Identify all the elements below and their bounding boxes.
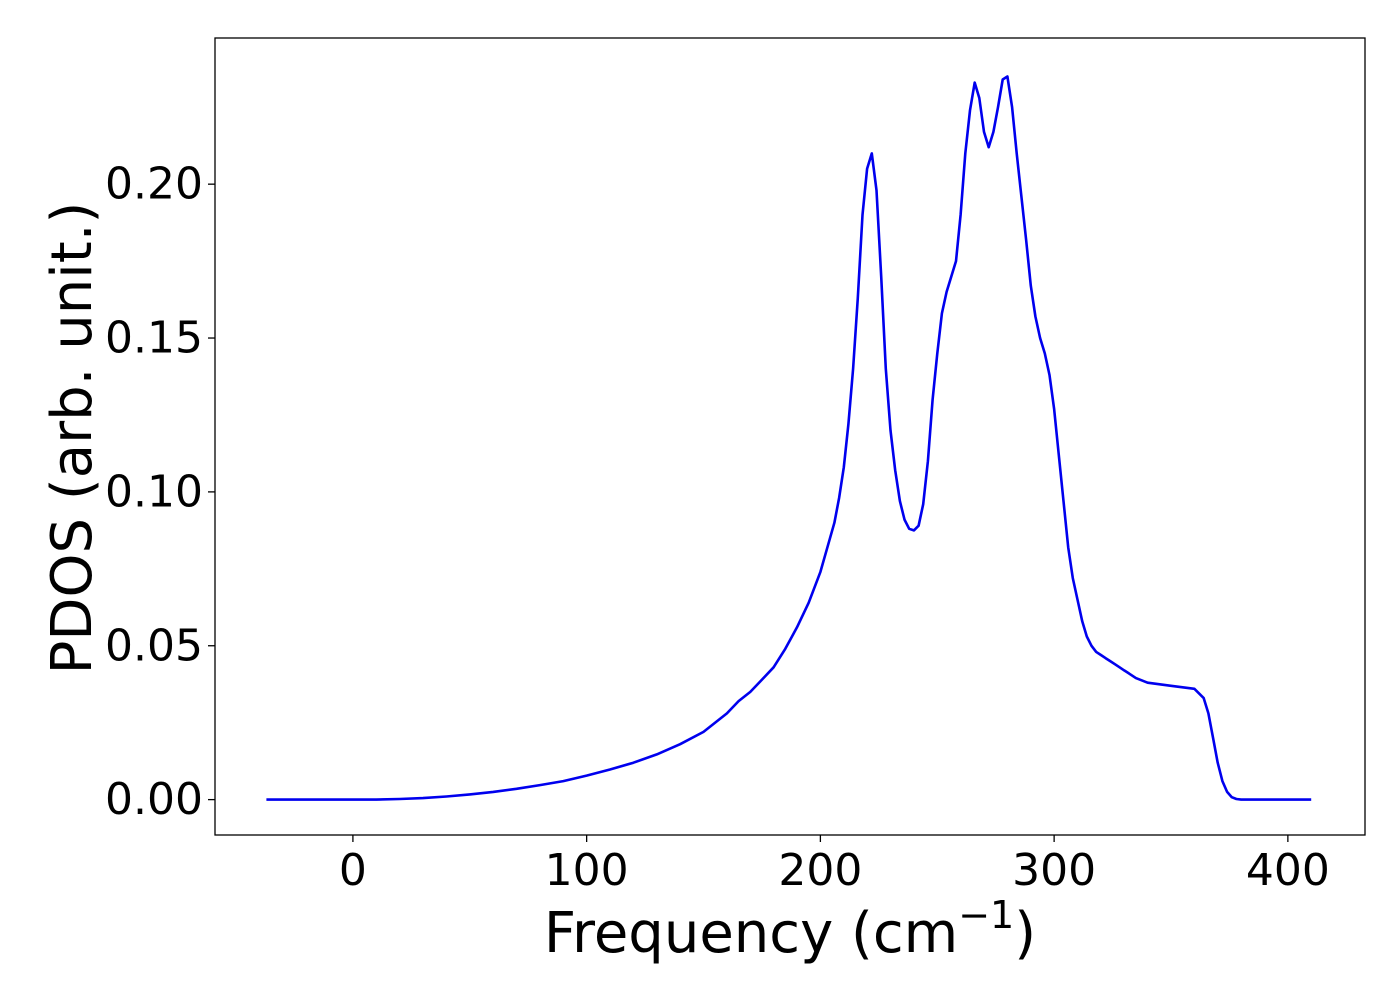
x-tick-label: 400	[1246, 845, 1330, 896]
pdos-line	[266, 75, 1312, 801]
series-group	[266, 75, 1312, 801]
y-tick-label: 0.00	[105, 774, 203, 825]
x-tick-label: 100	[545, 845, 629, 896]
x-axis-ticks: 0 100 200 300 400	[339, 835, 1330, 896]
x-tick-label: 300	[1012, 845, 1096, 896]
y-axis-ticks: 0.00 0.05 0.10 0.15 0.20	[105, 159, 215, 825]
x-axis-label-exponent: −1	[958, 893, 1014, 937]
y-tick-label: 0.10	[105, 466, 203, 517]
y-tick-label: 0.05	[105, 620, 203, 671]
y-axis-label: PDOS (arb. unit.)	[40, 202, 105, 675]
x-tick-label: 200	[778, 845, 862, 896]
y-tick-label: 0.15	[105, 313, 203, 364]
plot-area	[214, 37, 1366, 836]
x-axis-label-suffix: )	[1014, 901, 1036, 966]
x-tick-label: 0	[339, 845, 367, 896]
x-axis-label: Frequency (cm−1)	[544, 893, 1036, 966]
y-tick-label: 0.20	[105, 159, 203, 210]
x-axis-label-text: Frequency (cm	[544, 901, 958, 966]
